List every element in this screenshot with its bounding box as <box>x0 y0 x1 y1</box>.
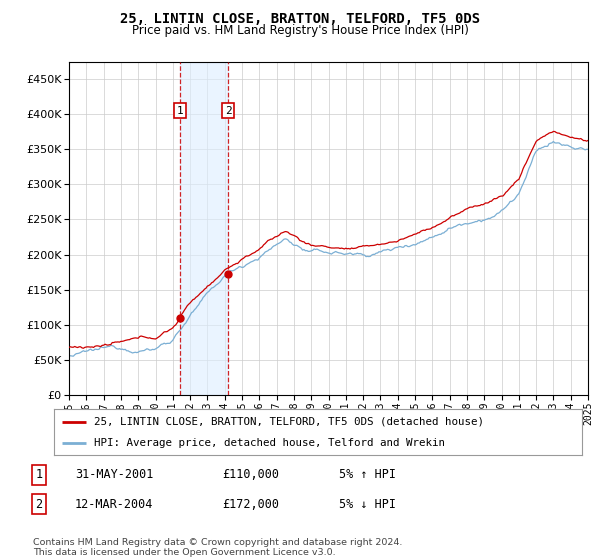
Text: £110,000: £110,000 <box>222 468 279 482</box>
Text: 2: 2 <box>35 497 43 511</box>
Text: 31-MAY-2001: 31-MAY-2001 <box>75 468 154 482</box>
Bar <box>180 62 229 395</box>
Text: 5% ↑ HPI: 5% ↑ HPI <box>339 468 396 482</box>
Text: Contains HM Land Registry data © Crown copyright and database right 2024.
This d: Contains HM Land Registry data © Crown c… <box>33 538 403 557</box>
Text: 25, LINTIN CLOSE, BRATTON, TELFORD, TF5 0DS (detached house): 25, LINTIN CLOSE, BRATTON, TELFORD, TF5 … <box>94 417 484 427</box>
Text: £172,000: £172,000 <box>222 497 279 511</box>
Text: 1: 1 <box>176 106 184 116</box>
Text: HPI: Average price, detached house, Telford and Wrekin: HPI: Average price, detached house, Telf… <box>94 438 445 448</box>
Text: 12-MAR-2004: 12-MAR-2004 <box>75 497 154 511</box>
Text: Price paid vs. HM Land Registry's House Price Index (HPI): Price paid vs. HM Land Registry's House … <box>131 24 469 37</box>
Text: 1: 1 <box>35 468 43 482</box>
Text: 25, LINTIN CLOSE, BRATTON, TELFORD, TF5 0DS: 25, LINTIN CLOSE, BRATTON, TELFORD, TF5 … <box>120 12 480 26</box>
Text: 5% ↓ HPI: 5% ↓ HPI <box>339 497 396 511</box>
Text: 2: 2 <box>225 106 232 116</box>
